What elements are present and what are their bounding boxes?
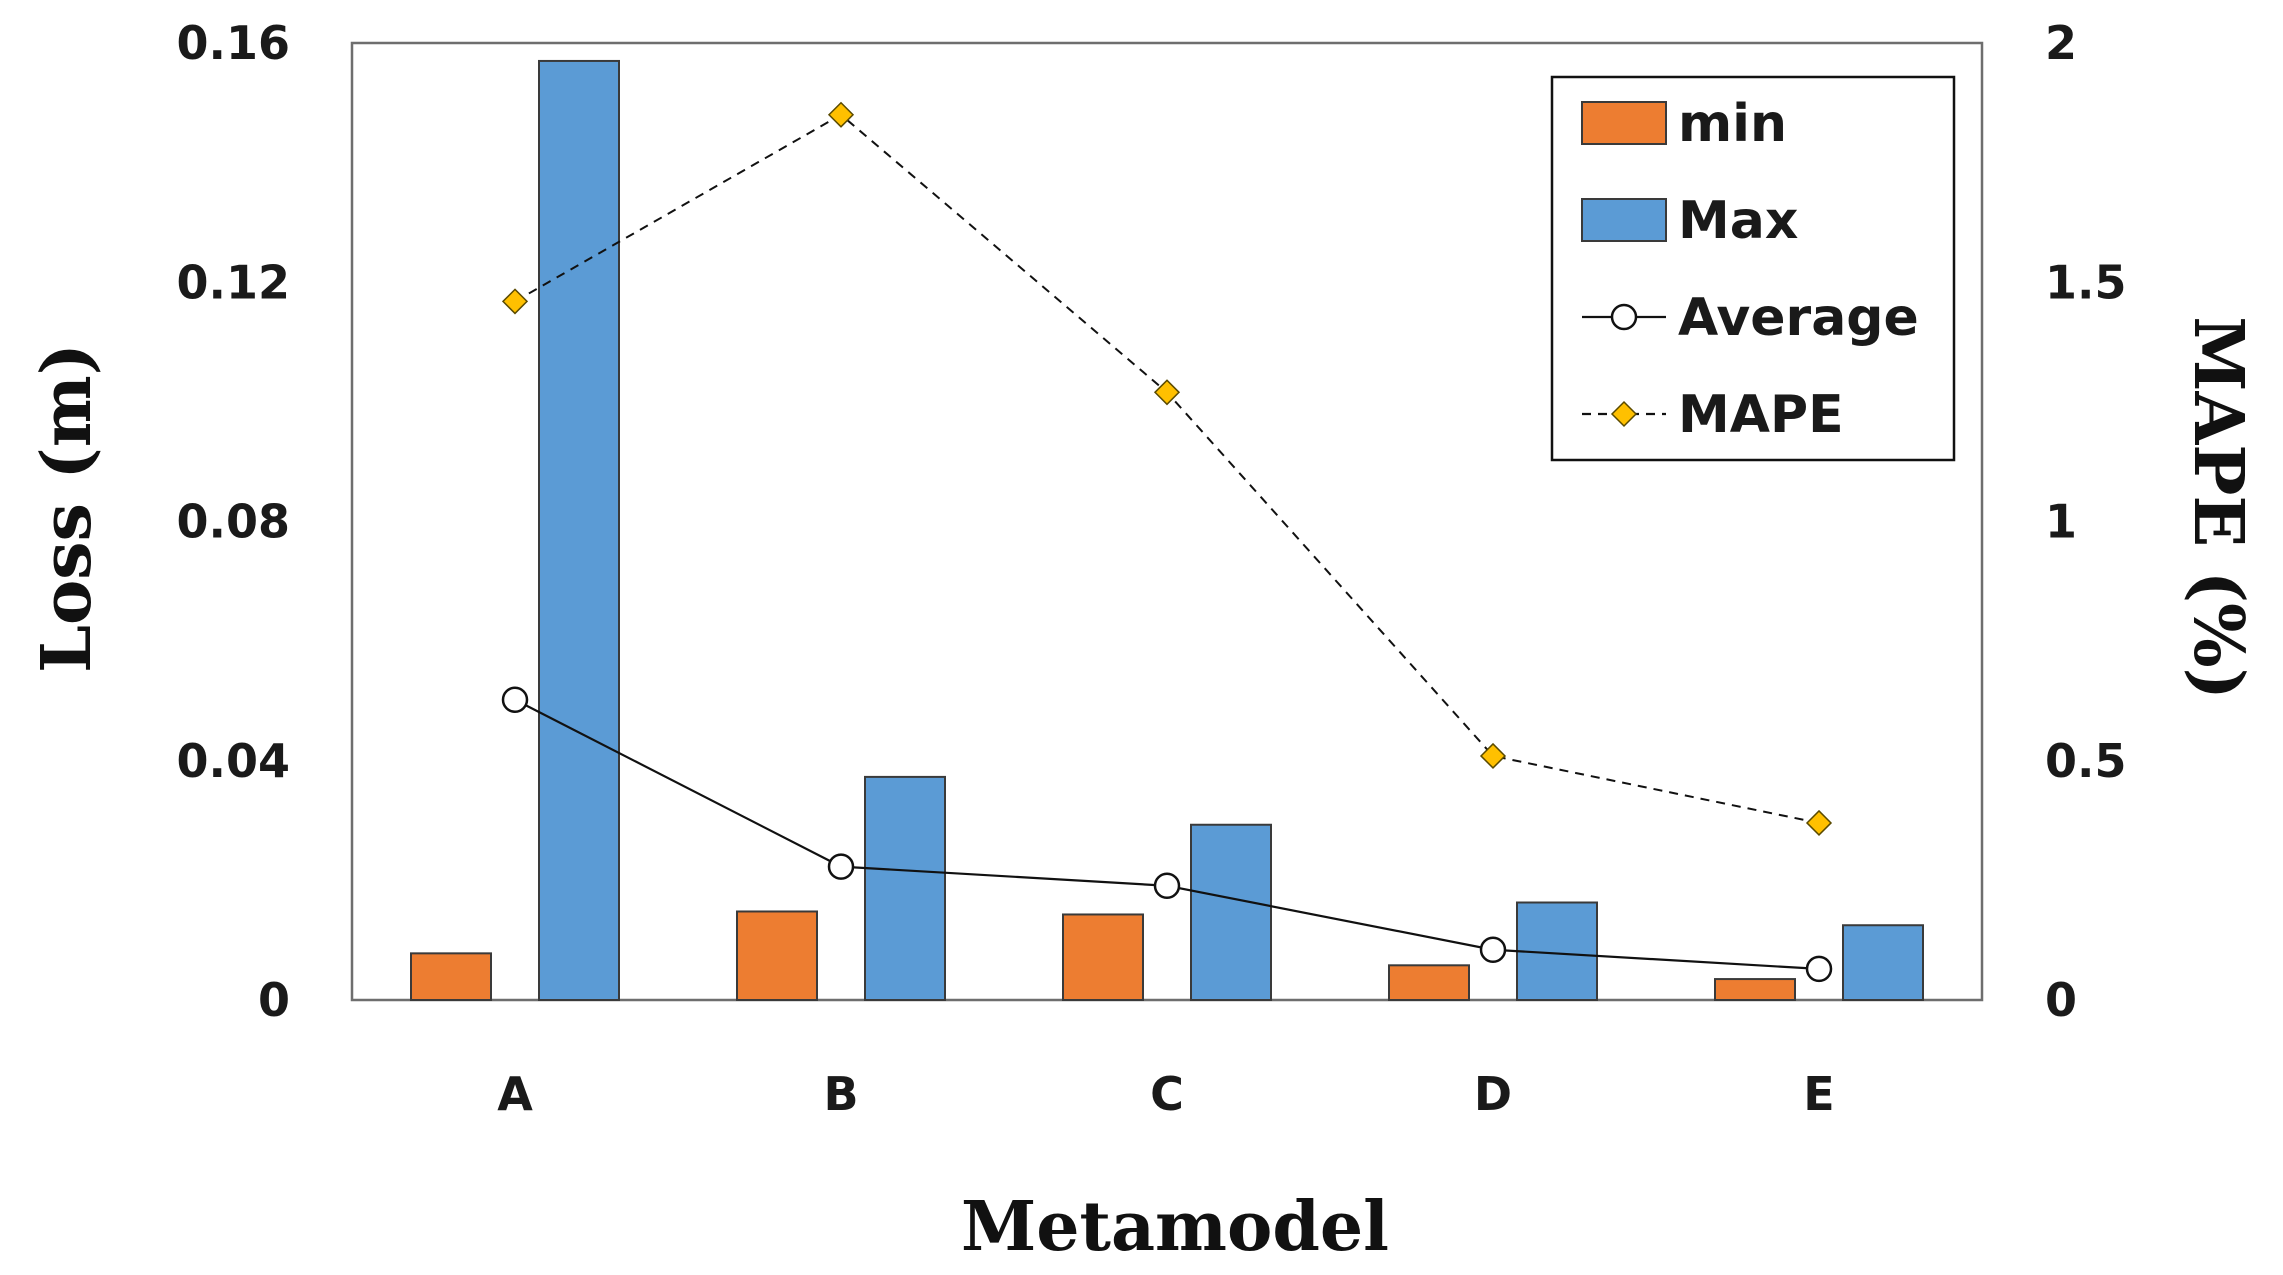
y2-tick-label: 2 [2045, 16, 2077, 70]
y-tick-label: 0 [258, 973, 290, 1027]
y2-axis-title: MAPE (%) [2178, 316, 2258, 700]
legend-swatch-max [1581, 198, 1667, 242]
point-average-b [827, 853, 855, 880]
y-tick-label: 0.04 [177, 734, 291, 788]
y-tick-label: 0.12 [177, 255, 291, 309]
bars [410, 59, 1924, 1002]
y2-tick-label: 1 [2045, 495, 2077, 549]
bar-max-a [538, 59, 620, 1002]
x-tick-label: C [1150, 1067, 1184, 1121]
point-average-e [1805, 955, 1833, 983]
y2-tick-label: 1.5 [2045, 255, 2127, 309]
legend-label-mape: MAPE [1678, 385, 1844, 445]
plot-area [350, 41, 1984, 1002]
legend-swatch-min [1581, 101, 1667, 145]
lines [501, 101, 1833, 983]
bar-min-a [410, 952, 492, 1002]
line-average [514, 698, 1820, 970]
point-mape-b [827, 101, 855, 128]
point-mape-c [1153, 379, 1181, 406]
y-tick-label: 0.16 [177, 16, 291, 70]
legend: min Max Average MAPE [1550, 75, 1956, 462]
bar-max-c [1190, 823, 1272, 1002]
x-tick-label: B [823, 1067, 858, 1121]
bar-min-c [1062, 913, 1144, 1002]
x-tick-label: D [1474, 1067, 1512, 1121]
point-mape-d [1479, 742, 1507, 770]
point-mape-a [501, 288, 529, 315]
bar-max-b [864, 775, 946, 1001]
y2-tick-label: 0 [2045, 973, 2077, 1027]
legend-label-max: Max [1678, 191, 1798, 251]
bar-max-e [1842, 924, 1924, 1001]
point-average-c [1153, 872, 1181, 900]
bar-min-d [1388, 964, 1470, 1002]
plot-frame [350, 41, 1984, 1002]
legend-label-average: Average [1678, 288, 1919, 348]
legend-marker-mape [1610, 400, 1638, 428]
x-tick-label: E [1803, 1067, 1834, 1121]
tick-labels: 0 0.04 0.08 0.12 0.16 0 0.5 1 1.5 2 A B C D E [177, 16, 2127, 1121]
point-average-a [501, 686, 529, 713]
y-tick-label: 0.08 [177, 495, 291, 549]
bar-min-b [736, 910, 818, 1001]
y-axis-title: Loss (m) [27, 343, 107, 673]
x-tick-label: A [497, 1067, 533, 1121]
legend-marker-average [1610, 303, 1638, 331]
point-average-d [1479, 936, 1507, 964]
y2-tick-label: 0.5 [2045, 734, 2127, 788]
bar-min-e [1714, 978, 1796, 1001]
point-mape-e [1805, 809, 1833, 837]
legend-label-min: min [1678, 94, 1787, 154]
x-axis-title: Metamodel [961, 1187, 1389, 1267]
